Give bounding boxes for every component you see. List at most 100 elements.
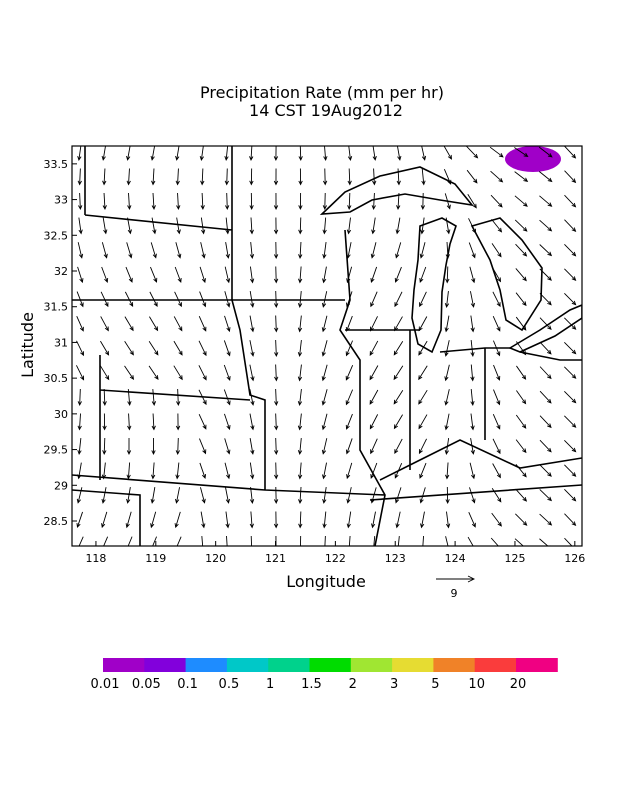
colorbar-swatch	[474, 658, 517, 672]
wind-vector	[421, 168, 426, 186]
wind-vector	[348, 535, 351, 546]
colorbar-swatch	[103, 658, 145, 672]
wind-vector	[226, 535, 228, 546]
wind-vector	[369, 414, 379, 430]
wind-vector	[78, 192, 83, 211]
wind-vector	[564, 342, 577, 355]
wind-vector	[470, 339, 475, 357]
wind-vector	[516, 365, 527, 380]
wind-vector	[151, 413, 156, 431]
wind-vector	[346, 217, 352, 235]
wind-vector	[173, 365, 183, 381]
wind-vector	[148, 365, 159, 380]
wind-vector	[273, 217, 279, 235]
wind-vector	[224, 462, 231, 480]
wind-vector	[539, 366, 552, 380]
wind-vector	[200, 192, 205, 211]
wind-vector	[370, 291, 378, 308]
wind-vector	[298, 192, 303, 211]
wind-vector	[371, 217, 376, 235]
wind-vector	[394, 291, 403, 308]
wind-vector	[149, 291, 158, 308]
wind-vector	[274, 339, 279, 358]
wind-vector	[274, 315, 279, 333]
wind-vector	[249, 146, 254, 162]
wind-vector	[564, 464, 577, 477]
wind-vector	[249, 291, 255, 308]
wind-vector	[76, 340, 84, 357]
colorbar-swatch	[226, 658, 269, 672]
wind-vector	[149, 316, 159, 332]
wind-vector	[515, 488, 528, 502]
wind-vector	[564, 391, 577, 404]
wind-vector	[514, 538, 527, 546]
wind-vector	[102, 413, 107, 431]
wind-vector	[468, 242, 476, 259]
x-tick-label: 119	[145, 552, 166, 565]
y-tick-label: 31	[54, 336, 68, 349]
wind-vector	[151, 388, 157, 407]
wind-vector	[224, 438, 231, 455]
colorbar-label: 0.01	[91, 677, 120, 692]
wind-vector	[323, 146, 328, 162]
x-tick-label: 124	[445, 552, 466, 565]
wind-vector	[321, 389, 328, 406]
wind-vector	[515, 243, 528, 257]
wind-vector	[515, 292, 527, 307]
wind-vector	[249, 462, 255, 480]
wind-vector	[419, 242, 426, 259]
state-borders	[72, 146, 582, 546]
wind-vector	[515, 414, 527, 429]
colorbar-label: 2	[349, 677, 357, 692]
wind-vector	[124, 365, 135, 380]
wind-vector	[125, 511, 132, 529]
wind-vector	[419, 462, 427, 479]
colorbar-swatch	[309, 658, 352, 672]
wind-vector	[345, 315, 353, 332]
colorbar-label: 5	[431, 677, 439, 692]
wind-vector	[273, 241, 279, 260]
wind-vector	[175, 462, 180, 480]
lake-huron	[470, 217, 543, 332]
y-tick-label: 30	[54, 408, 68, 421]
wind-vector	[539, 244, 553, 257]
wind-field	[76, 146, 577, 546]
colorbar-label: 3	[390, 677, 398, 692]
wind-vector	[564, 415, 577, 428]
wind-vector	[370, 266, 378, 284]
wind-vector	[345, 389, 354, 406]
wind-vector	[249, 340, 255, 357]
wind-vector	[394, 438, 403, 455]
wind-vector	[346, 511, 352, 529]
wind-vector	[395, 242, 402, 259]
wind-vector	[150, 487, 156, 504]
wind-vector	[564, 292, 577, 306]
wind-vector	[126, 168, 131, 186]
wind-vector	[199, 266, 206, 284]
wind-vector	[345, 438, 353, 455]
wind-vector	[420, 511, 425, 529]
wind-vector	[101, 462, 107, 480]
wind-vector	[419, 487, 426, 504]
wind-vector	[564, 219, 577, 233]
wind-vector	[175, 242, 182, 259]
wind-vector	[539, 341, 552, 355]
wind-vector	[515, 513, 528, 526]
wind-vector	[369, 389, 379, 405]
wind-vector	[514, 147, 529, 158]
wind-vector	[273, 146, 279, 162]
wind-vector	[347, 168, 352, 186]
wind-vector	[150, 146, 156, 161]
wind-vector	[273, 192, 279, 211]
wind-vector	[77, 168, 82, 186]
x-tick-label: 125	[504, 552, 525, 565]
wind-vector	[77, 437, 82, 455]
lake-michigan	[411, 217, 457, 354]
wind-vector	[249, 217, 254, 235]
wind-vector	[200, 511, 206, 529]
wind-vector	[393, 365, 404, 381]
y-tick-label: 32	[54, 265, 68, 278]
wind-vector	[470, 315, 475, 333]
wind-vector	[297, 413, 303, 431]
wind-vector	[514, 171, 529, 182]
